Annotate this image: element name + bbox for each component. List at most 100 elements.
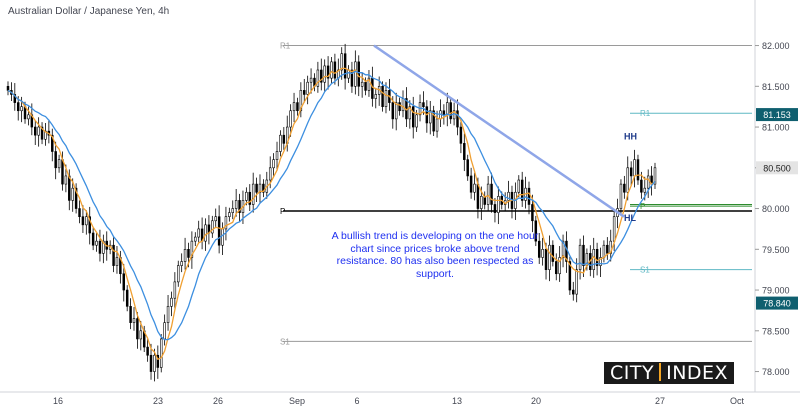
candle-body [156, 354, 160, 368]
candle-body [429, 110, 432, 124]
analysis-annotation: A bullish trend is developing on the one… [331, 230, 539, 280]
candle-body [595, 249, 599, 266]
candle-body [251, 183, 255, 205]
candle-body [16, 102, 20, 112]
candle-body [204, 224, 207, 242]
candle-body [296, 102, 299, 112]
wave-label-hl: HL [624, 213, 636, 223]
candle-body [626, 167, 629, 193]
candle-body [582, 244, 585, 266]
price-label: 81.153 [763, 110, 791, 120]
level-label-r1: R1 [640, 109, 651, 118]
candle-body [272, 159, 275, 169]
candle-body [194, 236, 197, 242]
candle-body [183, 249, 187, 262]
price-label-bg [756, 296, 798, 310]
candle-body [112, 244, 115, 266]
candle-body [211, 220, 214, 234]
candle-body [292, 102, 296, 112]
price-axis[interactable]: 82.000 81.500 81.000 80.500 80.000 79.500 79.0… [754, 0, 800, 418]
candle-body [374, 94, 378, 99]
candle-body [98, 240, 102, 254]
candle-body [558, 257, 561, 275]
candle-body [541, 249, 544, 258]
y-tick-label: 81.500 [762, 82, 790, 92]
moving-averages [7, 67, 656, 361]
candle-body [350, 69, 354, 87]
candle-body [146, 346, 149, 356]
candle-body [74, 187, 78, 209]
candle-body [224, 216, 228, 230]
candle-body [367, 77, 371, 91]
candle-body [34, 126, 37, 136]
candle-body [95, 240, 98, 246]
candle-body [217, 216, 221, 246]
candle-body [476, 183, 480, 209]
candle-body [575, 269, 578, 295]
candle-body [306, 81, 309, 95]
candle-body [289, 110, 292, 128]
candle-body [68, 175, 71, 201]
candle-body [534, 220, 538, 242]
candle-body [190, 240, 194, 258]
y-tick-label: 79.000 [762, 286, 790, 296]
candle-body [636, 159, 640, 181]
candle-body [343, 53, 347, 79]
candle-body [561, 240, 565, 258]
candle-body [129, 306, 132, 323]
candle-body [619, 183, 623, 209]
candle-body [61, 159, 64, 185]
candle-body [27, 114, 30, 120]
candle-body [384, 90, 388, 107]
price-label: 78.840 [763, 299, 791, 309]
x-tick-label: 23 [153, 396, 163, 406]
candle-body [527, 187, 531, 205]
level-label-s1: S1 [280, 337, 290, 346]
candle-body [609, 240, 612, 254]
candle-body [221, 228, 224, 246]
candle-body [394, 102, 398, 120]
candle-body [122, 273, 126, 291]
candle-body [231, 208, 234, 213]
candle-body [646, 175, 650, 189]
candle-body [303, 90, 306, 95]
candle-body [422, 102, 425, 107]
candle-body [173, 281, 177, 299]
candle-body [248, 191, 252, 205]
candle-body [398, 102, 401, 112]
candle-body [234, 200, 238, 209]
candle-body [548, 244, 551, 270]
candle-body [91, 232, 95, 246]
candle-body [170, 297, 173, 307]
candle-body [640, 179, 643, 193]
candle-body [64, 175, 68, 185]
candle-body [299, 90, 303, 112]
trendline-layer[interactable] [373, 44, 625, 218]
candle-body [449, 102, 452, 120]
candle-body [340, 53, 343, 71]
level-label-s1: S1 [640, 266, 650, 275]
candle-body [149, 354, 153, 372]
candle-body [187, 249, 190, 258]
candle-body [486, 183, 490, 205]
candle-body [629, 167, 633, 177]
candle-body [354, 61, 357, 87]
candle-body [456, 110, 459, 128]
candle-body [442, 110, 446, 116]
candle-body [507, 191, 510, 201]
trendline[interactable] [373, 44, 625, 218]
candle-body [544, 249, 548, 270]
candle-body [245, 191, 248, 201]
candle-body [347, 69, 350, 79]
x-tick-label: 13 [452, 396, 462, 406]
candle-body [371, 77, 374, 99]
candle-body [323, 65, 326, 83]
candle-body [473, 183, 476, 193]
candle-body [115, 257, 119, 266]
chart-labels: HH HL [624, 131, 637, 223]
candle-body [275, 151, 279, 160]
candle-body [255, 183, 258, 193]
time-axis[interactable]: 16 23 26 Sep 6 13 20 27 Oct [0, 391, 800, 406]
candle-body [282, 134, 286, 144]
